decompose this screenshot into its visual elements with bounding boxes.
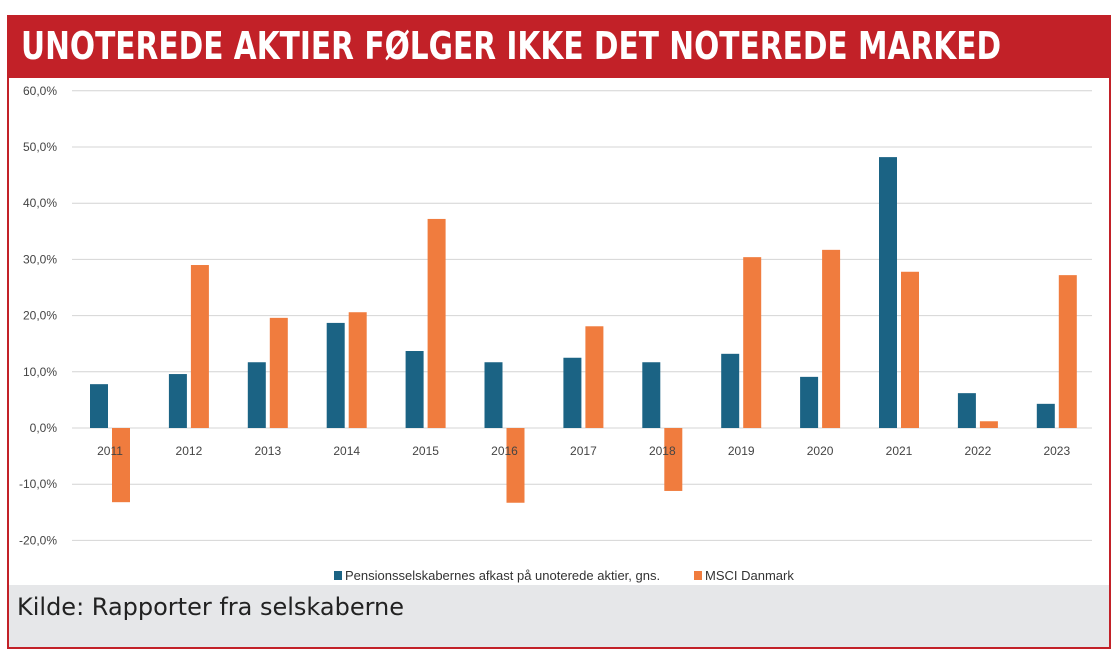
x-tick-label: 2021 — [886, 444, 913, 458]
y-tick-label: -10,0% — [19, 477, 57, 491]
x-tick-label: 2017 — [570, 444, 597, 458]
legend-label: Pensionsselskabernes afkast på unoterede… — [345, 568, 660, 583]
x-tick-label: 2018 — [649, 444, 676, 458]
y-tick-label: 50,0% — [23, 140, 57, 154]
x-tick-label: 2020 — [807, 444, 834, 458]
y-tick-label: 30,0% — [23, 252, 57, 266]
x-tick-label: 2011 — [97, 444, 123, 458]
title-band: UNOTEREDE AKTIER FØLGER IKKE DET NOTERED… — [7, 15, 1111, 78]
bar-msci — [664, 428, 683, 491]
bar-pension — [484, 362, 503, 428]
x-tick-label: 2023 — [1043, 444, 1070, 458]
bar-pension — [247, 362, 266, 428]
bar-msci — [348, 312, 367, 428]
bar-pension — [642, 362, 661, 428]
legend-label: MSCI Danmark — [705, 568, 794, 583]
x-tick-label: 2019 — [728, 444, 755, 458]
bar-msci — [979, 421, 998, 428]
bar-pension — [721, 353, 740, 428]
legend-swatch — [334, 571, 342, 580]
y-tick-label: 20,0% — [23, 309, 57, 323]
x-tick-label: 2016 — [491, 444, 518, 458]
y-tick-label: 10,0% — [23, 365, 57, 379]
bar-pension — [168, 374, 187, 428]
x-tick-label: 2013 — [254, 444, 281, 458]
footer: Kilde: Rapporter fra selskaberne — [9, 585, 1109, 647]
x-tick-label: 2015 — [412, 444, 439, 458]
source-note: Kilde: Rapporter fra selskaberne — [17, 593, 405, 621]
y-tick-label: 0,0% — [30, 421, 58, 435]
bar-pension — [326, 322, 345, 428]
legend-swatch — [694, 571, 702, 580]
bar-msci — [901, 271, 919, 428]
bar-pension — [563, 357, 582, 428]
x-tick-label: 2022 — [965, 444, 992, 458]
bar-msci — [269, 317, 288, 428]
x-tick-label: 2012 — [176, 444, 203, 458]
bar-pension — [1036, 403, 1055, 428]
bar-msci — [427, 218, 446, 428]
bar-msci — [506, 428, 525, 503]
bar-msci — [112, 428, 130, 503]
x-tick-label: 2014 — [333, 444, 360, 458]
y-tick-label: 60,0% — [23, 84, 57, 98]
y-tick-label: 40,0% — [23, 196, 57, 210]
bar-pension — [405, 351, 424, 428]
bar-pension — [957, 393, 976, 428]
bar-msci — [822, 249, 841, 428]
bar-msci — [190, 265, 209, 428]
bar-chart: -20,0% -10,0% 0,0% 10,0% 20,0% 30,0% 40,0% 50,0… — [19, 84, 1092, 583]
chart-title: UNOTEREDE AKTIER FØLGER IKKE DET NOTERED… — [21, 24, 1002, 68]
bar-msci — [585, 326, 604, 428]
bar-pension — [90, 384, 108, 428]
bar-pension — [879, 157, 897, 428]
y-tick-label: -20,0% — [19, 533, 57, 547]
bar-msci — [1058, 275, 1077, 428]
bar-msci — [743, 257, 762, 428]
bar-pension — [800, 376, 819, 428]
